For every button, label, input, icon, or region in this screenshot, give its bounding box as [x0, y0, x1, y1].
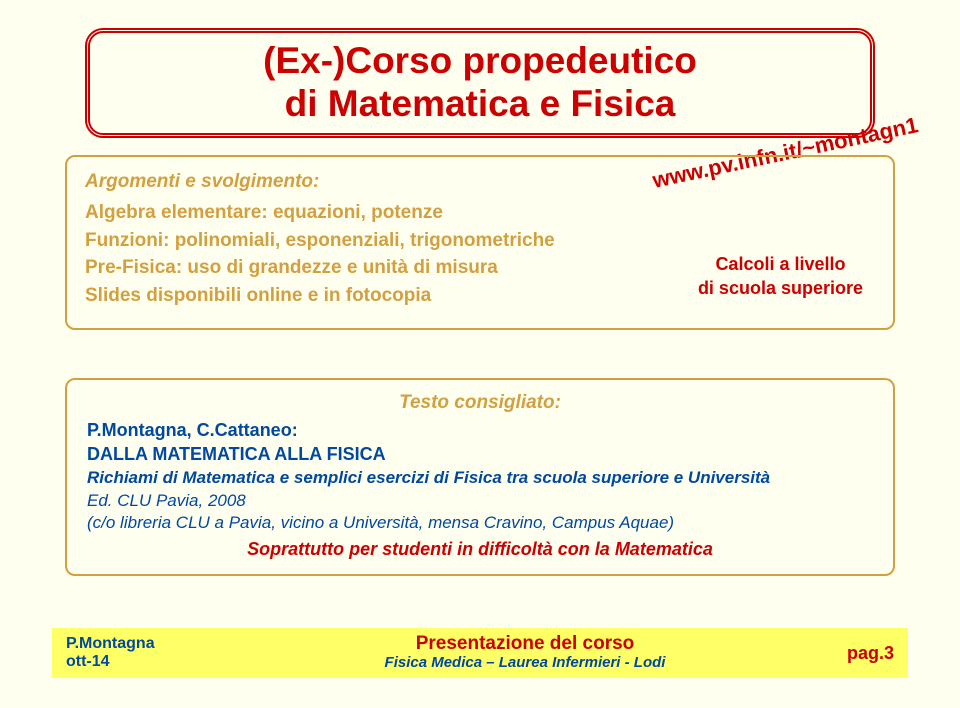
arguments-heading: Argomenti e svolgimento: — [85, 171, 875, 193]
textbook-authors: P.Montagna, C.Cattaneo: — [87, 418, 873, 442]
arg-line-2: Funzioni: polinomiali, esponenziali, tri… — [85, 227, 875, 255]
slide-title: (Ex-)Corso propedeuticodi Matematica e F… — [263, 40, 697, 125]
textbook-location: (c/o libreria CLU a Pavia, vicino a Univ… — [87, 512, 873, 535]
level-note: Calcoli a livellodi scuola superiore — [698, 252, 863, 301]
textbook-edition: Ed. CLU Pavia, 2008 — [87, 490, 873, 513]
arg-line-1: Algebra elementare: equazioni, potenze — [85, 199, 875, 227]
footer-author-block: P.Montagna ott-14 — [66, 635, 246, 672]
footer-course-title: Presentazione del corso — [246, 634, 804, 655]
title-box: (Ex-)Corso propedeuticodi Matematica e F… — [85, 28, 875, 138]
textbook-box: Testo consigliato: P.Montagna, C.Cattane… — [65, 378, 895, 576]
textbook-subtitle: Richiami di Matematica e semplici eserci… — [87, 467, 873, 490]
textbook-heading: Testo consigliato: — [87, 392, 873, 414]
footer-center-block: Presentazione del corso Fisica Medica – … — [246, 634, 804, 671]
footer-bar: P.Montagna ott-14 Presentazione del cors… — [52, 628, 908, 678]
textbook-title: DALLA MATEMATICA ALLA FISICA — [87, 442, 873, 466]
footer-page-number: pag.3 — [804, 643, 894, 664]
arguments-box: Argomenti e svolgimento: Algebra element… — [65, 155, 895, 330]
footer-date: ott-14 — [66, 653, 246, 671]
footer-author: P.Montagna — [66, 635, 246, 653]
textbook-note: Soprattutto per studenti in difficoltà c… — [87, 539, 873, 560]
footer-course-subtitle: Fisica Medica – Laurea Infermieri - Lodi — [246, 655, 804, 672]
